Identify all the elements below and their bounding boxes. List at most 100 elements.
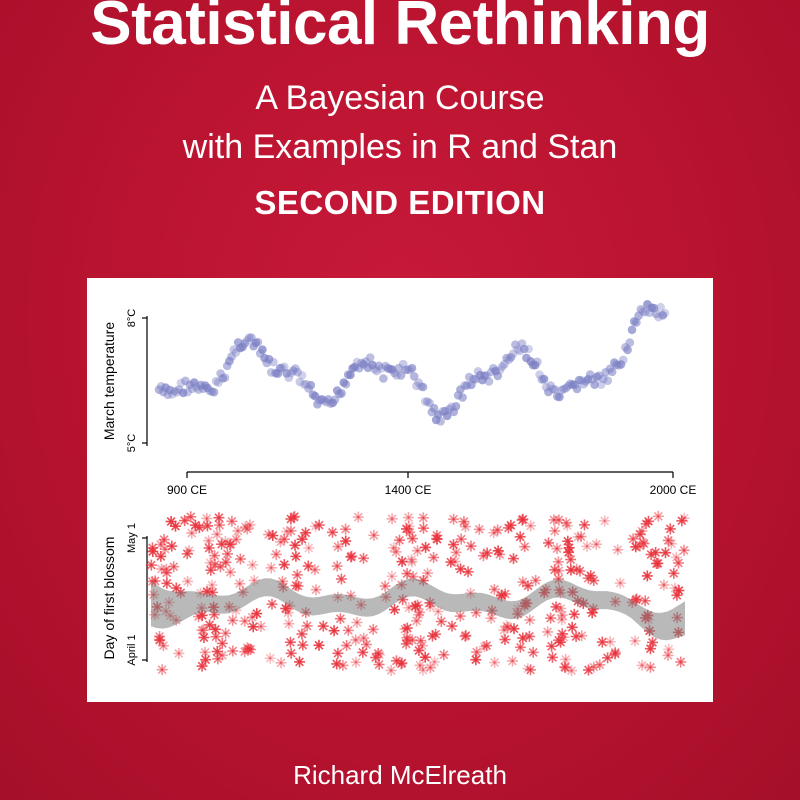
blossom-point: [579, 519, 590, 531]
blossom-point: [374, 649, 385, 661]
temperature-point: [409, 372, 419, 381]
blossom-point: [415, 635, 427, 647]
blossom-point: [285, 525, 297, 537]
blossom-point: [462, 566, 474, 578]
temperature-point: [632, 318, 641, 327]
blossom-point: [568, 608, 580, 620]
blossom-point: [310, 584, 322, 596]
x-tick-label-900: 900 CE: [167, 483, 207, 497]
blossom-point: [552, 556, 564, 568]
blossom-axis-label: Day of first blossom: [101, 537, 117, 660]
blossom-point: [673, 557, 684, 569]
blossom-point: [581, 540, 593, 552]
blossom-point: [241, 523, 253, 535]
temperature-point: [253, 337, 263, 347]
temperature-point: [183, 387, 192, 397]
blossom-point: [489, 657, 501, 668]
blossom-point: [350, 634, 362, 646]
blossom-point: [203, 542, 215, 554]
temperature-point: [258, 345, 267, 354]
blossom-point: [147, 546, 159, 557]
blossom-point: [602, 652, 614, 664]
blossom-point: [401, 622, 413, 634]
blossom-point: [545, 612, 557, 624]
temperature-point: [418, 382, 428, 392]
blossom-point: [212, 653, 224, 665]
blossom-point: [641, 570, 653, 582]
blossom-point: [288, 511, 300, 523]
temperature-point: [618, 355, 628, 365]
blossom-point: [662, 649, 674, 661]
temperature-point: [627, 325, 637, 335]
blossom-point: [332, 647, 344, 659]
author-name: Richard McElreath: [293, 760, 507, 790]
blossom-point: [216, 538, 228, 550]
temperature-point: [625, 338, 635, 347]
temperature-point: [297, 371, 307, 380]
blossom-point: [669, 582, 681, 594]
blossom-point: [566, 621, 578, 633]
blossom-point: [663, 643, 675, 655]
temperature-point: [220, 373, 230, 382]
temperature-point: [559, 384, 569, 394]
temperature-point: [590, 380, 599, 389]
blossom-point: [614, 577, 626, 589]
blossom-point: [255, 621, 267, 632]
blossom-point: [658, 579, 670, 591]
blossom-point: [407, 533, 418, 545]
temperature-point: [482, 371, 492, 380]
blossom-point: [427, 630, 438, 642]
temperature-tick-low: 5°C: [126, 434, 138, 453]
blossom-tick-high: May 1: [126, 523, 138, 553]
x-tick-label-2000: 2000 CE: [650, 483, 697, 497]
blossom-point: [470, 654, 482, 666]
blossom-point: [446, 620, 458, 632]
temperature-point: [638, 307, 648, 316]
temperature-point: [412, 381, 421, 391]
temperature-point: [178, 388, 188, 398]
blossom-point: [432, 606, 444, 617]
temperature-tick-high: 8°C: [126, 309, 138, 328]
blossom-point: [334, 613, 346, 625]
blossom-point: [647, 636, 658, 648]
blossom-point: [220, 556, 232, 568]
temperature-panel: 8°C 5°C March temperature 900 CE 1400 CE…: [101, 300, 696, 497]
blossom-point: [508, 553, 519, 565]
blossom-point: [431, 533, 443, 545]
blossom-point: [599, 515, 611, 527]
blossom-point: [516, 514, 528, 526]
temperature-point: [341, 380, 351, 389]
blossom-point: [678, 544, 690, 556]
blossom-point: [499, 634, 511, 645]
blossom-point: [170, 520, 181, 532]
temperature-point: [407, 363, 417, 373]
blossom-point: [492, 524, 504, 536]
temperature-point: [585, 370, 595, 379]
temperature-point: [189, 378, 199, 387]
blossom-point: [182, 575, 194, 587]
blossom-point: [550, 601, 562, 613]
blossom-point: [519, 541, 531, 553]
blossom-point: [206, 579, 218, 591]
blossom-point: [458, 516, 470, 528]
blossom-point: [335, 573, 347, 585]
blossom-point: [368, 529, 380, 541]
blossom-point: [473, 523, 485, 535]
temperature-point: [429, 403, 439, 413]
blossom-point: [156, 664, 168, 676]
blossom-point: [395, 658, 407, 670]
temperature-point: [394, 363, 404, 373]
blossom-point: [435, 616, 447, 627]
blossom-point: [294, 656, 305, 668]
temperature-point: [640, 307, 650, 317]
temperature-point: [513, 345, 522, 354]
blossom-point: [155, 550, 167, 562]
blossom-point: [209, 559, 221, 570]
temperature-point: [557, 385, 566, 395]
temperature-point: [165, 385, 175, 395]
blossom-point: [562, 535, 574, 547]
temperature-point: [229, 345, 239, 354]
temperature-point: [616, 360, 626, 369]
blossom-point: [627, 533, 639, 545]
blossom-point: [502, 621, 514, 633]
